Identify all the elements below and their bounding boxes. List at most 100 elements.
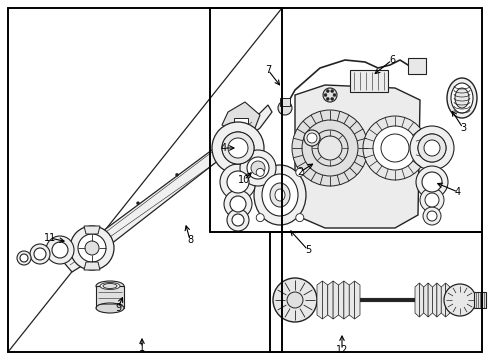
Circle shape	[78, 234, 106, 262]
Circle shape	[331, 98, 334, 100]
Circle shape	[424, 140, 440, 156]
Polygon shape	[415, 283, 419, 317]
Ellipse shape	[103, 284, 117, 288]
Circle shape	[227, 209, 249, 231]
Bar	[8, 8, 282, 352]
Ellipse shape	[447, 78, 477, 118]
Bar	[96, 286, 124, 308]
Ellipse shape	[275, 189, 285, 201]
Polygon shape	[295, 85, 420, 228]
Circle shape	[251, 161, 265, 175]
Text: 5: 5	[305, 245, 311, 255]
Circle shape	[227, 171, 249, 193]
Text: 8: 8	[187, 235, 193, 245]
Circle shape	[247, 157, 269, 179]
Polygon shape	[333, 281, 339, 319]
Polygon shape	[428, 283, 433, 317]
Circle shape	[240, 150, 276, 186]
Circle shape	[85, 241, 99, 255]
Text: 12: 12	[336, 345, 348, 355]
Text: 2: 2	[297, 167, 303, 177]
Bar	[210, 8, 482, 232]
Circle shape	[273, 278, 317, 322]
Text: 1: 1	[139, 343, 145, 353]
Circle shape	[326, 98, 329, 100]
Circle shape	[422, 172, 442, 192]
Bar	[270, 232, 482, 352]
Circle shape	[212, 122, 264, 174]
Circle shape	[230, 196, 246, 212]
Polygon shape	[419, 283, 424, 317]
Ellipse shape	[270, 183, 290, 207]
Circle shape	[381, 134, 409, 162]
Text: 9: 9	[115, 303, 121, 313]
Circle shape	[326, 90, 329, 93]
Circle shape	[20, 254, 28, 262]
Circle shape	[420, 188, 444, 212]
Circle shape	[220, 164, 256, 200]
Ellipse shape	[451, 83, 473, 113]
Circle shape	[215, 145, 218, 148]
Polygon shape	[84, 226, 100, 234]
Circle shape	[17, 251, 31, 265]
Polygon shape	[349, 281, 355, 319]
Bar	[234, 118, 248, 128]
Circle shape	[224, 190, 252, 218]
Circle shape	[307, 133, 317, 143]
Polygon shape	[355, 281, 360, 319]
Circle shape	[296, 168, 304, 176]
Text: 4: 4	[455, 187, 461, 197]
Polygon shape	[424, 283, 428, 317]
Circle shape	[416, 166, 448, 198]
Circle shape	[323, 88, 337, 102]
Polygon shape	[441, 283, 445, 317]
Circle shape	[287, 292, 303, 308]
Circle shape	[363, 116, 427, 180]
Text: 4: 4	[221, 143, 227, 153]
Circle shape	[228, 138, 248, 158]
Bar	[350, 70, 388, 92]
Circle shape	[222, 132, 254, 164]
Ellipse shape	[254, 165, 306, 225]
Circle shape	[292, 110, 368, 186]
Circle shape	[52, 242, 68, 258]
Circle shape	[256, 213, 264, 222]
Circle shape	[278, 101, 292, 115]
Circle shape	[70, 226, 114, 270]
Circle shape	[30, 244, 50, 264]
Text: 10: 10	[238, 175, 250, 185]
Circle shape	[175, 173, 178, 176]
Polygon shape	[60, 105, 272, 272]
Bar	[210, 8, 482, 232]
Circle shape	[418, 134, 446, 162]
Bar	[270, 232, 482, 352]
Ellipse shape	[96, 303, 124, 313]
Polygon shape	[437, 283, 441, 317]
Bar	[474, 292, 486, 308]
Polygon shape	[328, 281, 333, 319]
Text: 7: 7	[265, 65, 271, 75]
Circle shape	[46, 236, 74, 264]
Circle shape	[373, 126, 417, 170]
Polygon shape	[84, 262, 100, 270]
Text: 3: 3	[460, 123, 466, 133]
Circle shape	[137, 202, 140, 205]
Circle shape	[423, 207, 441, 225]
Polygon shape	[317, 281, 322, 319]
Circle shape	[318, 136, 342, 160]
Circle shape	[222, 132, 254, 164]
Text: 6: 6	[389, 55, 395, 65]
Circle shape	[98, 230, 100, 233]
Polygon shape	[339, 281, 344, 319]
Polygon shape	[433, 283, 437, 317]
Circle shape	[418, 134, 446, 162]
Ellipse shape	[455, 88, 469, 108]
Polygon shape	[222, 102, 260, 135]
Circle shape	[296, 213, 304, 222]
Circle shape	[324, 94, 327, 96]
Circle shape	[331, 90, 334, 93]
Circle shape	[256, 168, 264, 176]
Ellipse shape	[100, 283, 120, 289]
Circle shape	[425, 193, 439, 207]
Circle shape	[34, 248, 46, 260]
